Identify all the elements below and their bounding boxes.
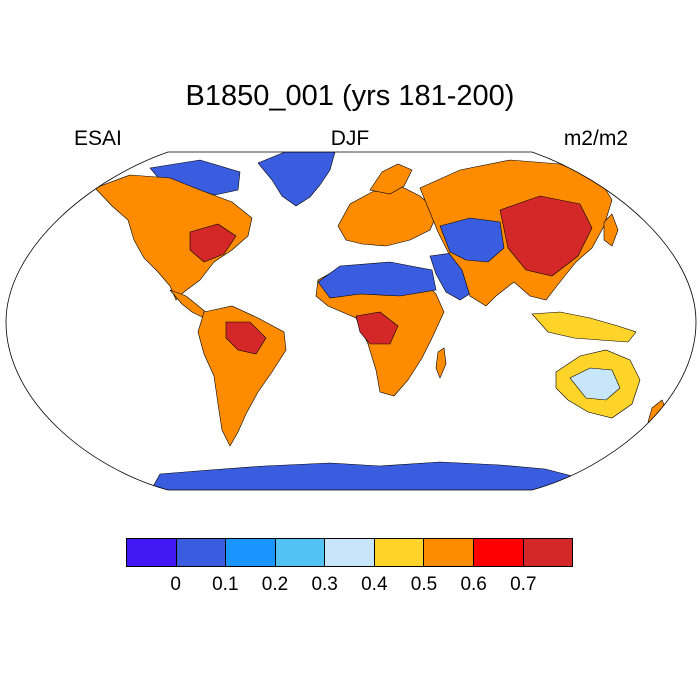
colorbar-swatch-1 <box>175 538 227 567</box>
central-asia <box>439 217 505 263</box>
colorbar-swatch-5 <box>373 538 425 567</box>
north-america <box>94 174 253 301</box>
colorbar-swatch-4 <box>324 538 375 567</box>
japan <box>603 213 619 247</box>
colorbar-tick-label: 0.7 <box>510 574 537 595</box>
colorbar-swatch-8 <box>522 538 574 567</box>
colorbar-ticks: 0 0.1 0.2 0.3 0.4 0.5 0.6 0.7 <box>0 574 700 598</box>
colorbar <box>126 538 574 567</box>
units-label: m2/m2 <box>563 127 628 150</box>
east-asia-hot <box>499 195 593 277</box>
antarctica <box>149 461 591 490</box>
variable-label: ESAI <box>74 127 122 150</box>
plot-title: B1850_001 (yrs 181-200) <box>185 80 515 112</box>
season-label: DJF <box>330 127 370 150</box>
colorbar-tick-label: 0.4 <box>361 574 388 595</box>
greenland <box>257 152 336 207</box>
sahara <box>317 261 437 299</box>
colorbar-swatch-6 <box>423 538 474 567</box>
colorbar-tick-label: 0.2 <box>261 574 289 595</box>
madagascar <box>435 347 447 379</box>
congo-hot <box>355 311 399 345</box>
colorbar-swatch-0 <box>126 538 177 567</box>
colorbar-swatch-2 <box>225 538 276 567</box>
colorbar-tick-label: 0.6 <box>460 574 487 595</box>
colorbar-swatch-3 <box>274 538 326 567</box>
indonesia <box>531 311 637 343</box>
map-frame <box>5 151 697 491</box>
australia-interior <box>569 367 621 401</box>
colorbar-tick-label: 0.3 <box>311 574 338 595</box>
eastern-us-hot <box>189 223 237 263</box>
colorbar-tick-label: 0 <box>170 574 181 595</box>
colorbar-tick-label: 0.5 <box>410 574 438 595</box>
colorbar-tick-label: 0.1 <box>212 574 239 595</box>
scandinavia <box>369 163 413 195</box>
amazon-hot <box>225 321 267 355</box>
colorbar-swatch-7 <box>472 538 524 567</box>
